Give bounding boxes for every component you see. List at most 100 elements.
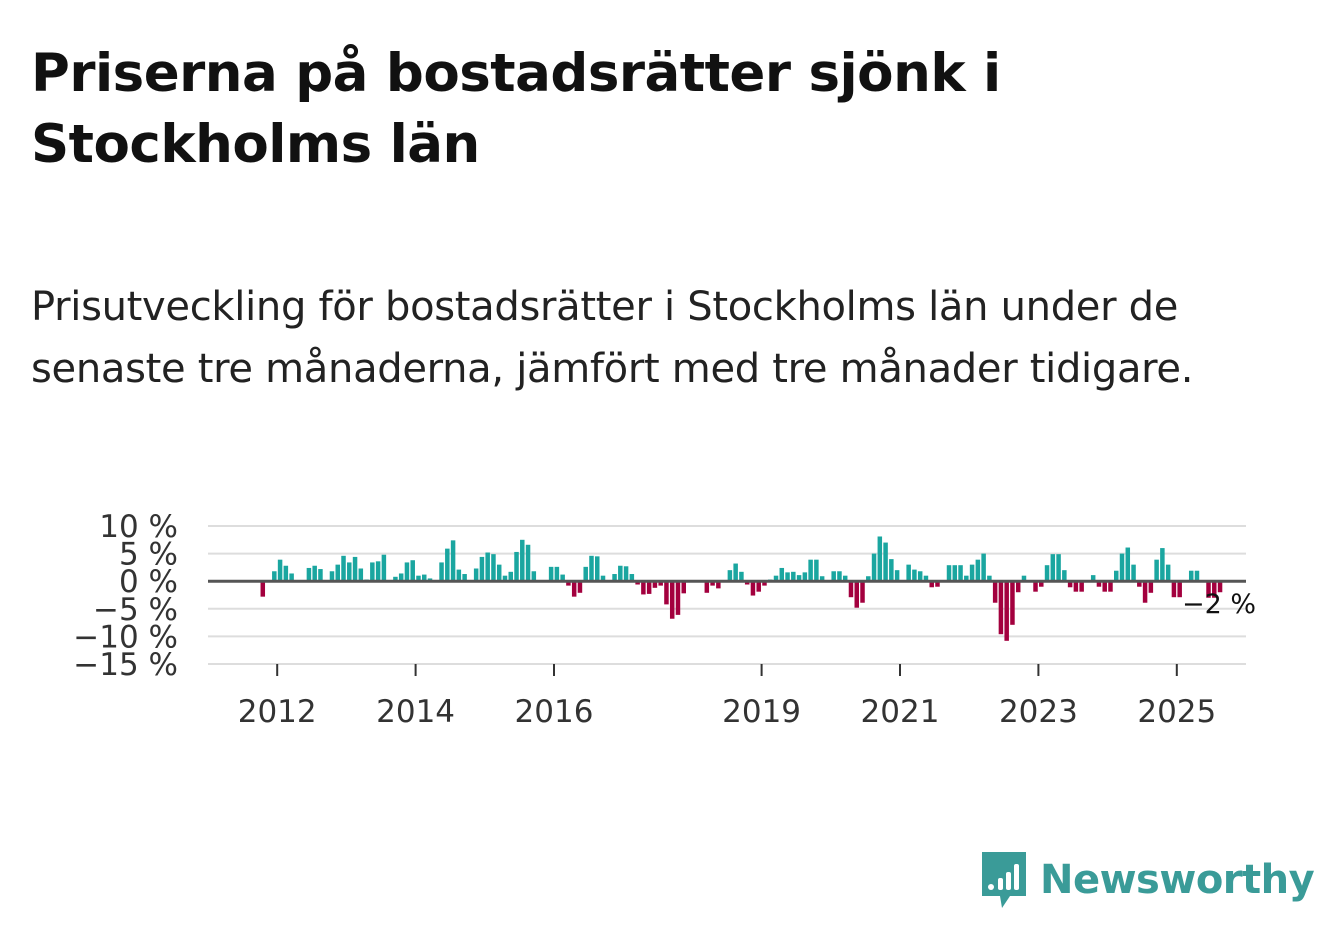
- labels: 10 %5 %0 %−5 %−10 %−15 % 2012 2014 2016 2019…: [73, 509, 1256, 730]
- bar: [422, 574, 427, 582]
- bar: [1108, 581, 1113, 592]
- bar: [1090, 575, 1096, 582]
- bar: [842, 575, 848, 582]
- bar: [1154, 559, 1159, 582]
- bar: [923, 575, 929, 582]
- x-tick-label: 2025: [1137, 694, 1216, 730]
- bar: [952, 565, 958, 582]
- bar: [439, 562, 444, 582]
- bar: [641, 581, 646, 595]
- x-tick-label: 2023: [999, 694, 1078, 730]
- bar: [1021, 575, 1027, 582]
- bar: [514, 551, 519, 582]
- bar: [1010, 581, 1015, 625]
- bar: [716, 581, 721, 589]
- bar: [992, 581, 998, 603]
- chart-title: Priserna på bostadsrätter sjönk i Stockh…: [31, 43, 1001, 175]
- brand-logo: Newsworthy: [980, 850, 1315, 910]
- bar: [352, 556, 358, 582]
- bar: [289, 573, 294, 582]
- bar: [912, 569, 917, 582]
- bar: [473, 568, 479, 582]
- bar: [675, 581, 681, 615]
- bar: [623, 566, 629, 582]
- bar: [560, 574, 565, 582]
- bar: [831, 571, 836, 582]
- bar: [410, 560, 415, 582]
- bar: [595, 556, 600, 582]
- bar: [335, 564, 340, 582]
- bar: [871, 553, 877, 582]
- y-tick-label: −15 %: [73, 647, 178, 683]
- y-tick-label: 5 %: [119, 537, 178, 573]
- bar: [946, 565, 952, 582]
- bar: [658, 581, 663, 586]
- bar: [969, 564, 975, 582]
- x-tick-label: 2019: [722, 694, 801, 730]
- bar: [860, 581, 865, 603]
- bar: [710, 581, 715, 586]
- bar: [531, 571, 537, 582]
- bar: [652, 581, 658, 588]
- bar: [1004, 581, 1009, 641]
- bar: [704, 581, 710, 593]
- bar: [854, 581, 859, 608]
- axes: [208, 579, 1246, 676]
- bar: [618, 565, 623, 582]
- bar: [589, 555, 594, 582]
- bar: [917, 571, 923, 582]
- bar: [393, 576, 398, 582]
- bar: [785, 572, 790, 582]
- bar: [479, 556, 485, 582]
- bar: [629, 574, 635, 582]
- bar: [571, 581, 577, 597]
- bar: [381, 554, 387, 582]
- bar: [612, 574, 617, 582]
- bar: [808, 559, 813, 582]
- bar: [848, 581, 854, 598]
- bar: [779, 567, 785, 582]
- x-tick-label: 2021: [861, 694, 940, 730]
- bar: [981, 553, 986, 582]
- bar: [819, 576, 825, 582]
- bar: [1160, 548, 1165, 582]
- bar: [733, 563, 738, 582]
- bar: [664, 581, 669, 605]
- bar: [1177, 581, 1182, 598]
- bar: [1044, 565, 1050, 582]
- bar: [1142, 581, 1148, 603]
- bar: [583, 566, 588, 582]
- bar: [964, 575, 969, 582]
- bar: [1217, 581, 1223, 593]
- bar: [566, 581, 571, 586]
- bar: [894, 570, 900, 582]
- bar: [739, 571, 744, 582]
- bar: [935, 581, 940, 587]
- bar: [358, 568, 364, 582]
- bar: [1131, 564, 1136, 582]
- bar: [398, 573, 404, 582]
- bar: [1188, 570, 1194, 582]
- y-tick-label: −5 %: [93, 592, 178, 628]
- bar: [929, 581, 934, 588]
- bar: [462, 574, 467, 582]
- bar: [1114, 570, 1119, 582]
- bar: [260, 581, 266, 597]
- bars: [260, 536, 1223, 641]
- bar: [1137, 581, 1142, 587]
- bar: [306, 567, 312, 582]
- bar: [877, 536, 883, 582]
- bar: [998, 581, 1004, 635]
- bar: [347, 562, 352, 582]
- bar: [375, 561, 381, 582]
- bar: [283, 565, 289, 582]
- bar: [866, 576, 871, 582]
- x-tick-label: 2014: [376, 694, 455, 730]
- bar: [445, 548, 450, 582]
- bar: [750, 581, 756, 596]
- bar: [1056, 554, 1061, 582]
- bar: [883, 542, 888, 582]
- bar: [987, 575, 992, 582]
- bar: [491, 554, 496, 582]
- bar: [669, 581, 675, 619]
